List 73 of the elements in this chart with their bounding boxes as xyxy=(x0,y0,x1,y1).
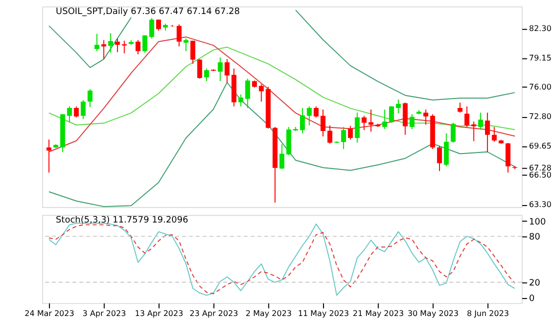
x-tick-label: 13 Apr 2023 xyxy=(134,309,184,318)
candlestick xyxy=(300,107,305,134)
y-tick-label: 66.50 xyxy=(529,170,552,180)
candlestick xyxy=(444,132,449,167)
y-tick-label: 20 xyxy=(529,278,541,289)
y-tick-label: 100 xyxy=(529,217,546,228)
candlestick xyxy=(362,115,367,131)
candlestick xyxy=(197,58,202,80)
x-tick-label: 21 May 2023 xyxy=(352,309,404,318)
candlestick xyxy=(402,102,408,136)
y-tick-label: 69.65 xyxy=(529,141,552,150)
x-tick-label: 3 Apr 2023 xyxy=(82,309,126,318)
candlestick xyxy=(382,109,388,130)
candlestick xyxy=(484,112,490,153)
x-tick-label: 2 May 2023 xyxy=(246,309,292,318)
candlestick xyxy=(410,114,415,130)
candlestick xyxy=(149,18,154,40)
candlestick xyxy=(184,38,188,52)
candlestick xyxy=(437,145,442,172)
candlestick xyxy=(396,98,401,114)
y-tick-label: 80 xyxy=(529,232,541,243)
y-tick-label: 76.00 xyxy=(529,82,552,92)
candlestick xyxy=(136,40,140,55)
candlestick xyxy=(478,112,484,130)
x-tick-label: 23 Apr 2023 xyxy=(190,309,238,318)
candlestick xyxy=(176,24,182,47)
y-tick-label: 72.80 xyxy=(529,112,552,122)
candlestick xyxy=(94,33,100,52)
candlestick xyxy=(368,109,374,132)
candlestick xyxy=(471,121,476,142)
candlestick xyxy=(156,19,162,32)
x-tick-label: 30 May 2023 xyxy=(408,309,459,318)
candlestick xyxy=(354,112,360,144)
candlestick xyxy=(450,122,456,144)
candlestick xyxy=(306,106,312,126)
candlestick xyxy=(458,102,462,114)
candlestick xyxy=(80,100,86,120)
candlestick xyxy=(423,109,428,126)
candlestick xyxy=(115,38,120,53)
y-tick-label: 63.30 xyxy=(529,200,552,210)
candlestick xyxy=(327,124,332,144)
candlestick xyxy=(238,94,244,107)
x-tick-label: 24 Mar 2023 xyxy=(24,309,74,318)
candlestick xyxy=(245,78,250,108)
x-tick-label: 8 Jun 2023 xyxy=(466,309,509,318)
candlestick xyxy=(142,34,148,54)
candlestick xyxy=(506,142,510,174)
candlestick xyxy=(74,106,79,118)
candlestick xyxy=(224,58,230,84)
candlestick xyxy=(204,68,209,82)
chart-title: USOIL_SPT,Daily 67.36 67.47 67.14 67.28 xyxy=(56,7,240,18)
candlestick xyxy=(46,139,52,174)
candlestick xyxy=(320,109,326,137)
line-series xyxy=(48,36,516,152)
y-tick-label: 0 xyxy=(529,294,536,304)
y-tick-label: 82.30 xyxy=(529,24,552,34)
candlestick xyxy=(190,40,196,64)
x-tick-label: 11 May 2023 xyxy=(298,309,350,318)
y-tick-label: 79.15 xyxy=(529,53,552,62)
candlestick xyxy=(314,106,319,118)
candlestick xyxy=(88,88,92,108)
candlestick xyxy=(67,106,72,123)
y-tick-label: 67.28 xyxy=(529,163,552,172)
candlestick xyxy=(389,106,394,124)
candlestick xyxy=(279,144,284,170)
line-series xyxy=(48,17,132,68)
line-series xyxy=(295,10,516,100)
candlestick xyxy=(348,125,353,140)
candlestick xyxy=(464,106,470,128)
candlestick xyxy=(108,32,114,54)
chart-title: Stoch(5,3,3) 11.7579 19.2096 xyxy=(56,216,189,226)
candlestick xyxy=(341,126,346,150)
line-series xyxy=(48,82,516,208)
